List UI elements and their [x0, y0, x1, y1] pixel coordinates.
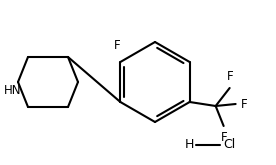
- Text: H: H: [184, 138, 194, 151]
- Text: F: F: [241, 98, 247, 111]
- Text: Cl: Cl: [223, 138, 235, 151]
- Text: F: F: [221, 131, 228, 144]
- Text: F: F: [114, 39, 121, 52]
- Text: F: F: [227, 70, 234, 83]
- Text: HN: HN: [4, 84, 22, 98]
